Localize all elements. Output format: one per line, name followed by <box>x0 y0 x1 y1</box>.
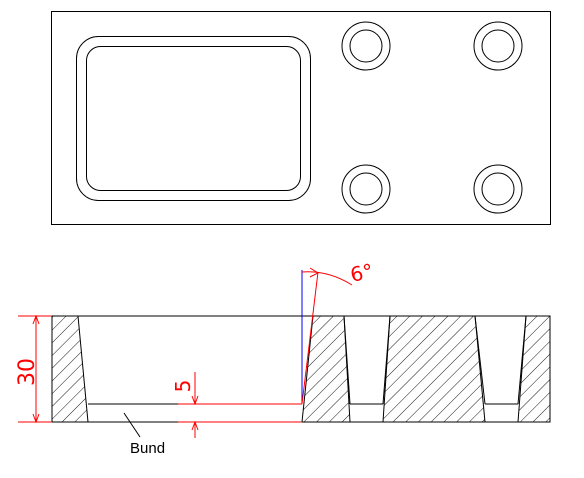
bund-label: Bund <box>130 440 165 457</box>
wall-right <box>517 315 551 423</box>
wall-pocket-right <box>301 315 351 423</box>
angle-taper-extension <box>301 271 319 405</box>
section-hatch <box>51 315 551 423</box>
height-arrow-top <box>32 314 40 325</box>
hole-top-left-outer <box>341 21 391 71</box>
top-view <box>51 11 551 225</box>
bund-leader-line <box>123 412 141 438</box>
hole-right-side-b <box>517 315 527 405</box>
angle-arc <box>301 271 353 286</box>
bund-arrow-bottom <box>191 420 199 431</box>
hole-top-right-outer <box>473 21 523 71</box>
hole-bottom-right-outer <box>473 164 523 214</box>
hole-top-left-inner <box>349 29 383 63</box>
dimension-height <box>18 314 52 424</box>
section-view <box>51 315 551 423</box>
pocket-outer-outline <box>76 36 311 201</box>
hole-left-side-b <box>382 315 391 405</box>
height-arrow-bottom <box>32 413 40 424</box>
hole-bottom-left-outer <box>341 164 391 214</box>
hole-bottom-right-inner <box>481 172 515 206</box>
hole-left-side-a <box>343 315 351 405</box>
hole-bottom-left-inner <box>349 172 383 206</box>
top-view-outline <box>51 11 551 225</box>
wall-left <box>51 315 89 423</box>
bund-arrow-top <box>191 395 199 406</box>
dimension-bund <box>178 372 302 438</box>
angle-dimension-text: 6° <box>348 259 375 287</box>
dimension-angle <box>301 267 353 405</box>
height-dimension-text: 30 <box>15 358 40 386</box>
bund-dimension-text: 5 <box>171 380 195 393</box>
hole-top-right-inner <box>481 29 515 63</box>
web-center <box>382 315 486 423</box>
hole-right-side-a <box>474 315 486 405</box>
angle-arrow <box>309 267 320 278</box>
pocket-inner-outline <box>86 46 301 191</box>
